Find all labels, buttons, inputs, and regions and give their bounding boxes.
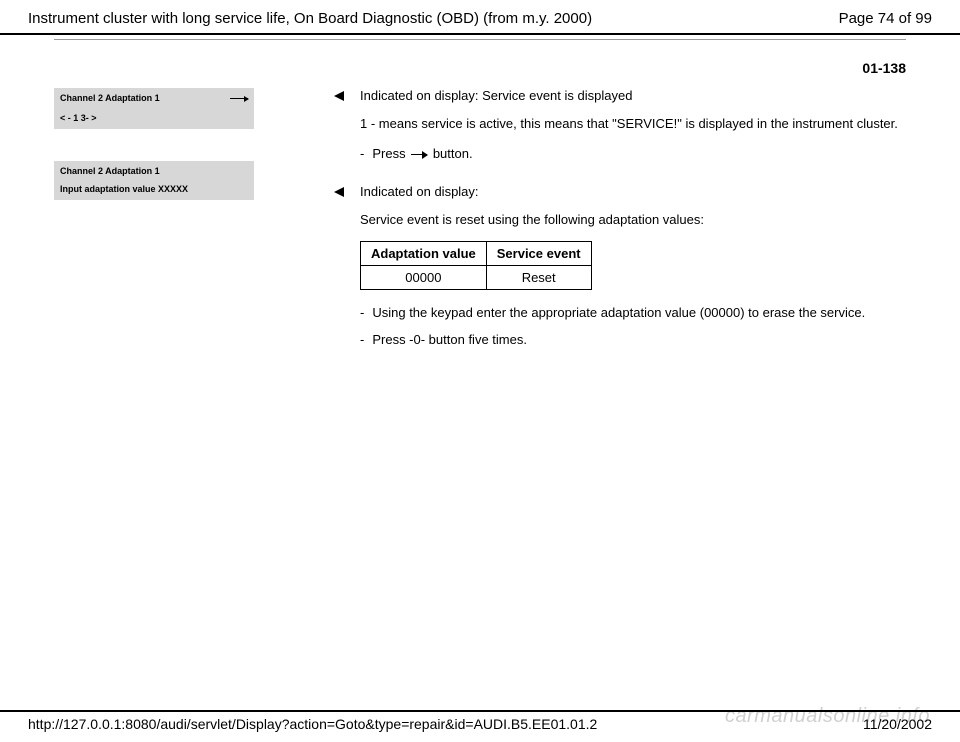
bullet2-text: Press -0- button five times.	[372, 331, 527, 349]
right-column: Indicated on display: Service event is d…	[334, 88, 906, 371]
section1-heading: Indicated on display: Service event is d…	[360, 88, 632, 103]
adaptation-table: Adaptation value Service event 00000 Res…	[360, 241, 592, 290]
bullet-suffix: button.	[433, 146, 473, 161]
display1-line2: < - 1 3- >	[60, 112, 248, 126]
display1-line1: Channel 2 Adaptation 1	[60, 92, 160, 106]
section-number: 01-138	[0, 46, 960, 88]
dash-icon: -	[360, 331, 364, 349]
arrow-right-icon	[411, 154, 427, 155]
display-screen-1: Channel 2 Adaptation 1 < - 1 3- >	[54, 88, 254, 129]
section2-bullet2: - Press -0- button five times.	[360, 331, 906, 349]
section2-heading: Indicated on display:	[360, 184, 479, 199]
bullet1-text: Using the keypad enter the appropriate a…	[372, 304, 865, 322]
header-title: Instrument cluster with long service lif…	[28, 10, 592, 27]
table-header-2: Service event	[486, 241, 591, 265]
display2-line1: Channel 2 Adaptation 1	[60, 165, 248, 179]
dash-icon: -	[360, 304, 364, 322]
section1-bullet: - Press button.	[360, 145, 906, 163]
divider	[54, 39, 906, 40]
section-1: Indicated on display: Service event is d…	[334, 88, 906, 162]
left-column: Channel 2 Adaptation 1 < - 1 3- > Channe…	[54, 88, 254, 371]
section2-bullet1: - Using the keypad enter the appropriate…	[360, 304, 906, 322]
footer-url: http://127.0.0.1:8080/audi/servlet/Displ…	[28, 716, 597, 732]
section1-para: 1 - means service is active, this means …	[360, 115, 906, 133]
content-area: Channel 2 Adaptation 1 < - 1 3- > Channe…	[0, 88, 960, 371]
page-footer: http://127.0.0.1:8080/audi/servlet/Displ…	[0, 710, 960, 732]
bullet-prefix: Press	[372, 146, 405, 161]
display2-line2: Input adaptation value XXXXX	[60, 183, 248, 197]
triangle-left-icon	[334, 91, 344, 101]
section2-para: Service event is reset using the followi…	[360, 211, 906, 229]
bullet-text: Press button.	[372, 145, 472, 163]
page-header: Instrument cluster with long service lif…	[0, 0, 960, 35]
table-cell-2: Reset	[486, 265, 591, 289]
footer-date: 11/20/2002	[863, 716, 932, 732]
table-cell-1: 00000	[361, 265, 487, 289]
table-header-1: Adaptation value	[361, 241, 487, 265]
display-screen-2: Channel 2 Adaptation 1 Input adaptation …	[54, 161, 254, 200]
triangle-left-icon	[334, 187, 344, 197]
page-number: Page 74 of 99	[839, 10, 932, 27]
dash-icon: -	[360, 145, 364, 163]
section-2: Indicated on display: Service event is r…	[334, 184, 906, 349]
arrow-right-icon	[230, 98, 248, 99]
